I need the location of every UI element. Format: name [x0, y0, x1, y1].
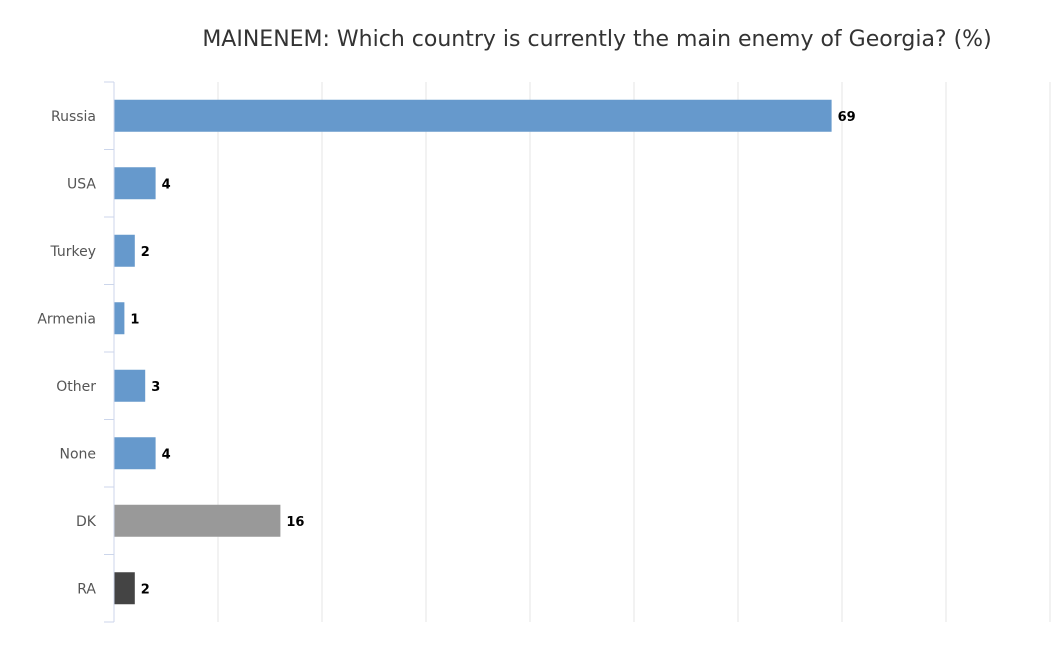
data-label: 2 [141, 582, 150, 597]
bar-dk [114, 504, 281, 537]
category-label: USA [67, 176, 96, 192]
data-label: 4 [162, 177, 171, 192]
chart-title: MAINENEM: Which country is currently the… [202, 27, 991, 52]
data-label: 69 [838, 110, 856, 125]
bar-armenia [114, 302, 125, 335]
category-label: RA [77, 581, 96, 597]
data-label: 3 [151, 380, 160, 395]
bar-usa [114, 167, 156, 200]
data-label: 2 [141, 245, 150, 260]
data-label: 4 [162, 447, 171, 462]
category-label: DK [76, 514, 97, 530]
data-label: 16 [286, 515, 304, 530]
bar-turkey [114, 234, 135, 267]
grid-lines [217, 82, 1051, 622]
bars [114, 99, 832, 605]
category-label: Other [56, 379, 96, 395]
bar-ra [114, 572, 135, 605]
category-label: None [59, 446, 96, 462]
category-label: Turkey [49, 244, 96, 260]
labels: Russia 69 USA 4 Turkey 2 Armenia 1 Other 3 None 4 DK… [37, 109, 855, 598]
category-label: Russia [51, 109, 96, 125]
bar-russia [114, 99, 832, 132]
data-label: 1 [130, 312, 139, 327]
category-label: Armenia [37, 311, 96, 327]
y-axis [104, 81, 115, 623]
bar-none [114, 437, 156, 470]
bar-other [114, 369, 146, 402]
